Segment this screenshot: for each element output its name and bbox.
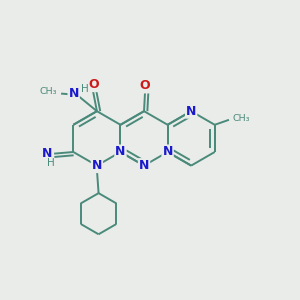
Text: O: O xyxy=(88,78,99,91)
Text: N: N xyxy=(139,159,149,172)
Text: N: N xyxy=(92,159,102,172)
Text: CH₃: CH₃ xyxy=(39,87,57,96)
Text: N: N xyxy=(68,87,79,101)
Text: CH₃: CH₃ xyxy=(232,114,250,123)
Text: N: N xyxy=(115,146,126,158)
Text: O: O xyxy=(140,80,150,92)
Text: H: H xyxy=(47,158,55,168)
Text: N: N xyxy=(162,146,173,158)
Text: N: N xyxy=(42,147,52,160)
Text: H: H xyxy=(81,84,88,94)
Text: N: N xyxy=(186,105,196,118)
